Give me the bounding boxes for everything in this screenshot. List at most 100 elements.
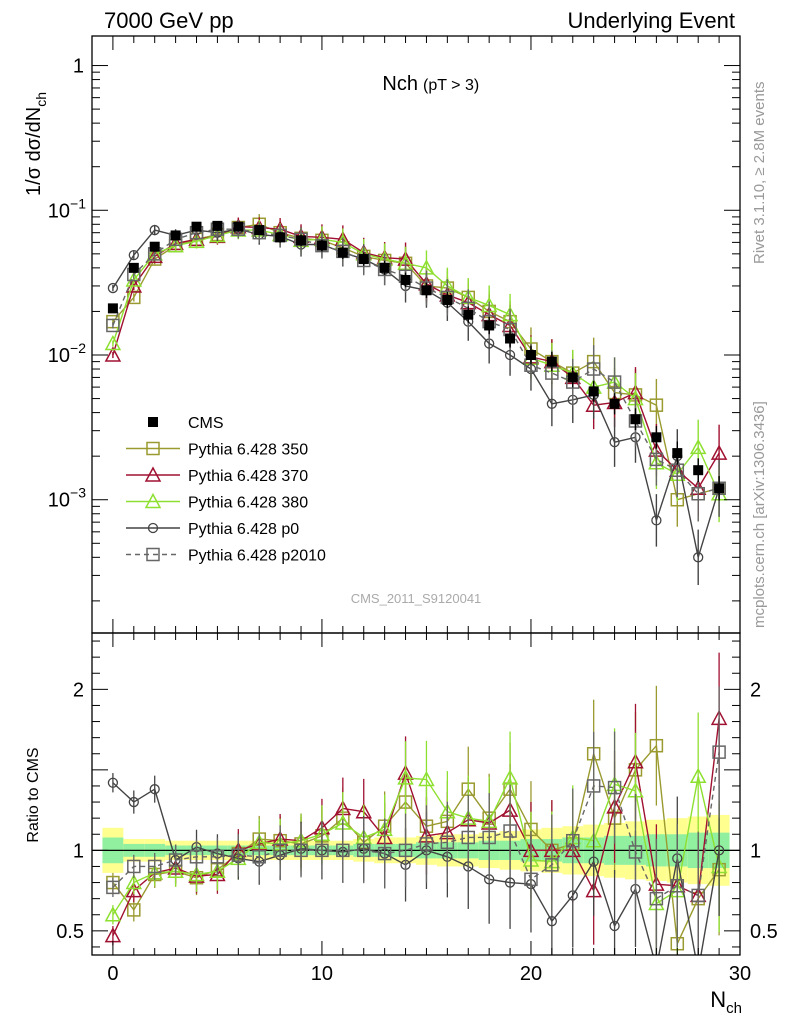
data-point	[505, 333, 516, 344]
ratio-data-point	[609, 920, 620, 932]
data-point	[693, 465, 704, 476]
ratio-data-point	[670, 879, 685, 893]
y-tick-label-exp: −1	[70, 195, 86, 211]
y-tick-label-base: 10	[48, 200, 70, 222]
y-tick-label-exp: −3	[70, 485, 86, 501]
main-clip	[104, 214, 728, 586]
data-point	[316, 240, 327, 251]
data-point	[567, 372, 578, 383]
main-frame	[91, 35, 741, 634]
ratio-data-point	[586, 779, 601, 793]
x-tick-label: 10	[311, 963, 333, 985]
legend-marker	[144, 492, 162, 509]
data-point	[275, 232, 286, 243]
ratio-series-pythia-6-428-370	[104, 652, 728, 955]
data-point	[607, 375, 622, 389]
ratio-data-point	[566, 833, 580, 848]
ratio-data-point	[503, 824, 517, 838]
data-point	[379, 262, 390, 273]
legend-label: Pythia 6.428 380	[188, 495, 308, 512]
data-point	[609, 398, 620, 409]
data-point	[104, 346, 122, 362]
x-tick-label: 30	[729, 963, 751, 985]
ratio-data-point	[188, 865, 205, 882]
data-point	[254, 225, 265, 236]
ratio-data-point	[398, 843, 413, 858]
ratio-data-point	[504, 877, 516, 888]
ratio-data-point	[231, 848, 246, 862]
y-tick-label: 10−1	[48, 195, 86, 222]
ratio-y-tick-label: 0.5	[56, 921, 84, 943]
y-tick-label-base: 10	[48, 345, 70, 367]
header-right: Underlying Event	[567, 8, 735, 33]
data-point	[630, 414, 641, 425]
ratio-data-point	[104, 906, 122, 922]
data-point	[315, 238, 329, 253]
ratio-data-point	[652, 963, 661, 972]
ratio-ylabel: Ratio to CMS	[25, 747, 42, 842]
legend-label: Pythia 6.428 370	[188, 468, 308, 485]
ratio-data-point	[588, 856, 599, 867]
ratio-data-point	[127, 903, 141, 917]
ratio-y-tick-label-right: 0.5	[750, 921, 778, 943]
mcplots-label-text: mcplots.cern.ch [arXiv:1306.3436]	[751, 401, 768, 628]
data-point	[212, 220, 223, 231]
ratio-data-point	[189, 850, 204, 864]
ratio-data-point	[356, 843, 371, 858]
legend-label: CMS	[188, 415, 224, 432]
ratio-data-point	[694, 967, 703, 976]
ratio-data-point	[273, 843, 287, 858]
ratio-data-point	[315, 843, 329, 858]
data-point	[107, 303, 118, 314]
legend-entry: Pythia 6.428 p2010	[126, 548, 326, 565]
x-axis-label-text: N	[710, 987, 726, 1012]
data-point	[588, 386, 599, 397]
data-point	[691, 486, 705, 501]
ratio-data-point	[147, 859, 162, 874]
ratio-data-point	[252, 850, 266, 864]
data-point	[714, 483, 725, 494]
data-point	[525, 350, 536, 361]
legend-marker	[146, 547, 160, 562]
legend-label: Pythia 6.428 350	[188, 442, 308, 459]
x-axis-label: Nch	[710, 987, 742, 1017]
legend-label: Pythia 6.428 p0	[188, 521, 299, 538]
ratio-data-point	[440, 835, 455, 850]
series-cms	[107, 220, 725, 501]
ratio-plot-content	[92, 652, 740, 976]
main-ylabel-text: 1/σ dσ/dN	[23, 107, 45, 196]
mcplots-label: mcplots.cern.ch [arXiv:1306.3436]	[751, 401, 768, 628]
y-tick-label-base: 10	[48, 490, 70, 512]
data-point	[693, 552, 704, 563]
ratio-data-point	[209, 862, 226, 879]
legend-marker	[148, 417, 158, 427]
ratio-data-point	[168, 853, 183, 867]
data-point	[649, 452, 664, 467]
svg-text:1/σ dσ/dNch: 1/σ dσ/dNch	[23, 92, 49, 196]
ratio-data-point	[545, 858, 559, 872]
ratio-data-point	[501, 769, 519, 785]
header-left: 7000 GeV pp	[104, 8, 234, 33]
data-point	[358, 254, 369, 265]
ratio-data-point	[127, 859, 141, 874]
x-axis-label-sub: ch	[726, 1000, 742, 1017]
main-ylabel-sub: ch	[33, 92, 49, 107]
data-point	[149, 224, 160, 236]
ratio-data-point	[336, 843, 350, 858]
data-point	[546, 398, 558, 409]
ratio-data-point	[125, 882, 143, 898]
series-line	[112, 228, 720, 558]
data-point	[149, 241, 160, 252]
data-point	[400, 274, 411, 285]
ratio-data-point	[628, 845, 643, 859]
data-point	[107, 282, 119, 294]
ratio-data-point	[691, 888, 705, 903]
ratio-data-point	[712, 745, 726, 759]
data-point	[296, 235, 307, 246]
ratio-data-point	[294, 843, 308, 858]
rivet-label: Rivet 3.1.10, ≥ 2.8M events	[751, 82, 768, 265]
data-point	[504, 349, 516, 361]
data-point	[442, 294, 453, 305]
ratio-y-tick-label: 2	[73, 679, 84, 701]
